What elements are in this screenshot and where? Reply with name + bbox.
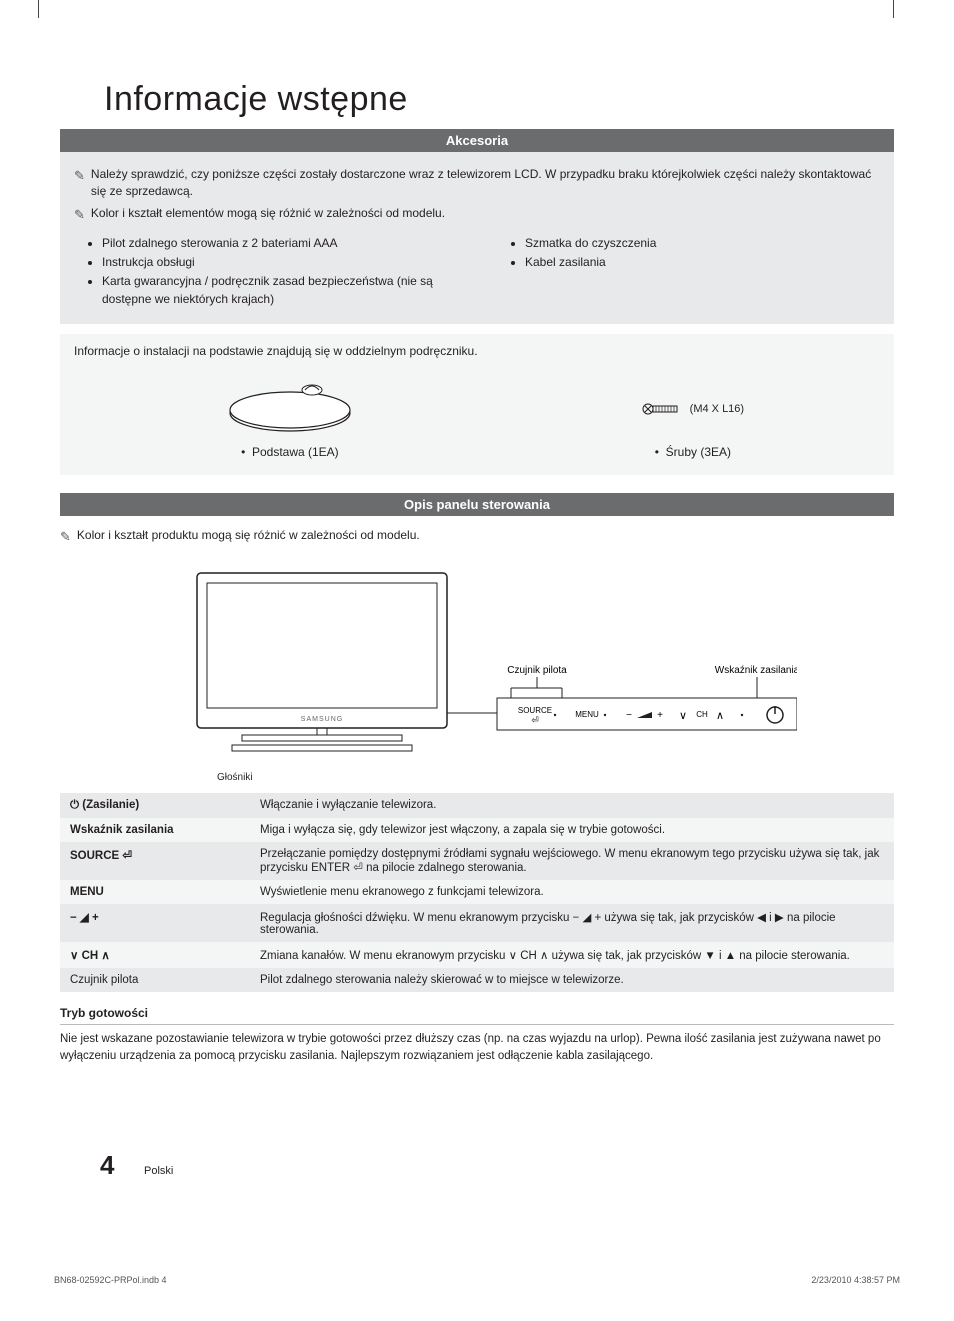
accessories-box: ✎ Należy sprawdzić, czy poniższe części … (60, 152, 894, 324)
footer: BN68-02592C-PRPol.indb 4 2/23/2010 4:38:… (54, 1275, 900, 1285)
stand-cell: • Podstawa (1EA) (210, 368, 370, 459)
accessories-right-list: Szmatka do czyszczenia Kabel zasilania (497, 235, 880, 272)
crop-mark (893, 0, 894, 18)
svg-text:∧: ∧ (716, 710, 724, 722)
ctrl-label: Wskaźnik zasilania (60, 818, 250, 842)
svg-text:SOURCE: SOURCE (518, 706, 552, 715)
note-icon: ✎ (60, 529, 71, 545)
stand-icon (210, 368, 370, 438)
brand-label: SAMSUNG (301, 716, 343, 723)
list-item: Kabel zasilania (525, 254, 880, 271)
page-number: 4 (100, 1150, 114, 1181)
list-item: Szmatka do czyszczenia (525, 235, 880, 252)
ctrl-desc: Włączanie i wyłączanie telewizora. (250, 793, 894, 818)
stand-label: Podstawa (1EA) (252, 445, 339, 459)
table-row: Czujnik pilota Pilot zdalnego sterowania… (60, 968, 894, 992)
list-item: Instrukcja obsługi (102, 254, 457, 271)
ctrl-desc: Pilot zdalnego sterowania należy skierow… (250, 968, 894, 992)
svg-text:∨: ∨ (679, 710, 687, 722)
accessories-columns: Pilot zdalnego sterowania z 2 bateriami … (74, 231, 880, 311)
ctrl-desc: Przełączanie pomiędzy dostępnymi źródłam… (250, 842, 894, 880)
note-text: Kolor i kształt produktu mogą się różnić… (77, 528, 420, 545)
install-subbox: Informacje o instalacji na podstawie zna… (60, 334, 894, 475)
note-text: Kolor i kształt elementów mogą się różni… (91, 205, 445, 222)
svg-text:−: − (626, 710, 632, 721)
power-indicator-label: Wskaźnik zasilania (715, 665, 797, 676)
standby-heading: Tryb gotowości (60, 1006, 894, 1020)
install-note: Informacje o instalacji na podstawie zna… (74, 344, 880, 358)
controls-table: ⏻ (Zasilanie) Włączanie i wyłączanie tel… (60, 793, 894, 992)
power-icon: ⏻ (70, 799, 79, 811)
table-row: Wskaźnik zasilania Miga i wyłącza się, g… (60, 818, 894, 842)
section-bar-accessories: Akcesoria (60, 129, 894, 152)
crop-mark (38, 0, 39, 18)
footer-right: 2/23/2010 4:38:57 PM (811, 1275, 900, 1285)
table-row: ⏻ (Zasilanie) Włączanie i wyłączanie tel… (60, 793, 894, 818)
svg-text:MENU: MENU (575, 710, 599, 719)
remote-sensor-label: Czujnik pilota (507, 665, 567, 676)
table-row: SOURCE ⏎ Przełączanie pomiędzy dostępnym… (60, 842, 894, 880)
note-line: ✎ Należy sprawdzić, czy poniższe części … (74, 166, 880, 201)
screw-spec: (M4 X L16) (690, 403, 744, 415)
screw-label: Śruby (3EA) (666, 445, 731, 459)
ctrl-label: (Zasilanie) (79, 799, 139, 811)
list-item: Pilot zdalnego sterowania z 2 bateriami … (102, 235, 457, 252)
ctrl-desc: Wyświetlenie menu ekranowego z funkcjami… (250, 880, 894, 904)
section-bar-panel: Opis panelu sterowania (60, 493, 894, 516)
ctrl-label: ∨ CH ∧ (60, 942, 250, 968)
ctrl-desc: Zmiana kanałów. W menu ekranowym przycis… (250, 942, 894, 968)
screw-cell: (M4 X L16) • Śruby (3EA) (642, 401, 744, 459)
page-title: Informacje wstępne (104, 80, 894, 119)
ctrl-label: − ◢ + (60, 904, 250, 942)
list-item: Karta gwarancyjna / podręcznik zasad bez… (102, 273, 457, 308)
note-line: ✎ Kolor i kształt elementów mogą się róż… (74, 205, 880, 225)
stand-row: • Podstawa (1EA) (74, 368, 880, 459)
table-row: ∨ CH ∧ Zmiana kanałów. W menu ekranowym … (60, 942, 894, 968)
ctrl-label: Czujnik pilota (60, 968, 250, 992)
speakers-label: Głośniki (217, 772, 797, 783)
table-row: MENU Wyświetlenie menu ekranowego z funk… (60, 880, 894, 904)
footer-left: BN68-02592C-PRPol.indb 4 (54, 1275, 167, 1285)
ctrl-label: SOURCE ⏎ (60, 842, 250, 880)
svg-text:CH: CH (696, 710, 708, 719)
note-text: Należy sprawdzić, czy poniższe części zo… (91, 166, 880, 201)
standby-text: Nie jest wskazane pozostawianie telewizo… (60, 1031, 894, 1066)
tv-diagram: SAMSUNG Czujnik pilota Wskaźnik zasilani… (157, 563, 797, 783)
table-row: − ◢ + Regulacja głośności dźwięku. W men… (60, 904, 894, 942)
ctrl-desc: Regulacja głośności dźwięku. W menu ekra… (250, 904, 894, 942)
note-icon: ✎ (74, 206, 85, 225)
manual-page: Informacje wstępne Akcesoria ✎ Należy sp… (0, 0, 954, 1321)
note-icon: ✎ (74, 167, 85, 186)
screw-icon (642, 401, 680, 417)
ctrl-desc: Miga i wyłącza się, gdy telewizor jest w… (250, 818, 894, 842)
page-language: Polski (144, 1165, 173, 1177)
svg-text:+: + (657, 710, 663, 721)
ctrl-label: MENU (60, 880, 250, 904)
panel-note: ✎ Kolor i kształt produktu mogą się różn… (60, 528, 894, 545)
svg-text:⏎: ⏎ (531, 715, 539, 725)
accessories-left-list: Pilot zdalnego sterowania z 2 bateriami … (74, 235, 457, 309)
